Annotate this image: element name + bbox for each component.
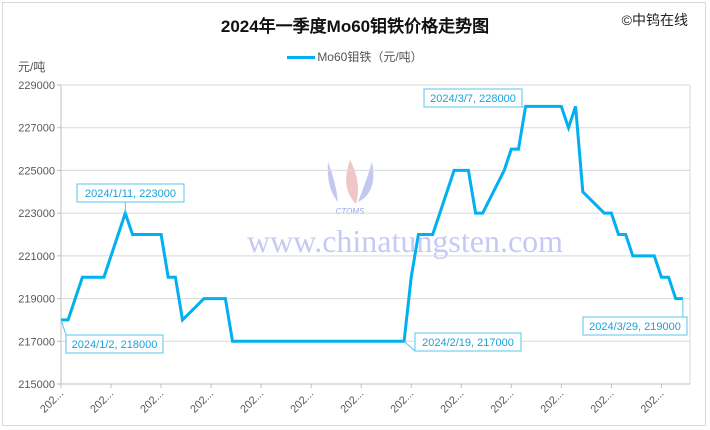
legend-swatch	[287, 56, 316, 60]
x-tick-label: 202...	[138, 388, 166, 416]
data-label-box	[423, 88, 523, 108]
x-tick-label: 202...	[539, 388, 567, 416]
chart-title: 2024年一季度Mo60钼铁价格走势图	[220, 17, 490, 36]
x-tick-label: 202...	[238, 388, 266, 416]
y-tick-label: 223000	[18, 208, 55, 220]
data-label-leader	[403, 340, 416, 352]
watermark-logo-text: CTOMS	[336, 207, 365, 216]
watermark-logo-right	[358, 162, 374, 202]
y-tick-label: 217000	[18, 336, 55, 348]
legend-label: Mo60钼铁（元/吨）	[317, 50, 423, 64]
x-tick-label: 202...	[338, 388, 366, 416]
data-label: 2024/3/29, 219000	[582, 298, 688, 336]
data-label: 2024/1/2, 218000	[60, 319, 164, 354]
chart-frame	[2, 2, 706, 426]
y-axis-label: 元/吨	[18, 60, 46, 74]
watermark-logo-left	[327, 162, 338, 202]
data-label: 2024/2/19, 217000	[403, 332, 522, 352]
data-label-text: 2024/2/19, 217000	[422, 337, 514, 349]
y-tick-label: 227000	[18, 123, 55, 135]
x-tick-label: 202...	[488, 388, 516, 416]
watermark-url: www.chinatungsten.com	[247, 223, 563, 259]
data-label-text: 2024/1/11, 223000	[85, 188, 176, 200]
copyright-text: ©中钨在线	[621, 12, 688, 28]
x-tick-label: 202...	[38, 388, 66, 416]
data-label: 2024/1/11, 223000	[76, 183, 185, 214]
x-tick-label: 202...	[88, 388, 116, 416]
data-label-text: 2024/3/7, 228000	[430, 93, 516, 105]
y-tick-label: 225000	[18, 165, 55, 177]
data-label: 2024/3/7, 228000	[423, 88, 526, 108]
data-label-box	[414, 332, 522, 352]
x-tick-label: 202...	[388, 388, 416, 416]
x-tick-label: 202...	[438, 388, 466, 416]
y-tick-label: 221000	[18, 251, 55, 263]
data-label-leader	[60, 319, 67, 336]
data-label-text: 2024/1/2, 218000	[72, 339, 158, 351]
data-label-text: 2024/3/29, 219000	[589, 321, 681, 333]
y-tick-label: 229000	[18, 80, 55, 92]
y-tick-label: 215000	[18, 379, 55, 391]
data-label-box	[65, 334, 164, 354]
data-label-box	[582, 316, 688, 336]
legend: Mo60钼铁（元/吨）	[0, 48, 710, 65]
watermark: CTOMS www.chinatungsten.com	[247, 160, 563, 259]
data-label-box	[76, 183, 185, 203]
x-tick-label: 202...	[589, 388, 617, 416]
x-tick-label: 202...	[288, 388, 316, 416]
x-tick-label: 202...	[188, 388, 216, 416]
y-tick-label: 219000	[18, 294, 55, 306]
x-tick-label: 202...	[639, 388, 667, 416]
watermark-logo-mid	[346, 160, 358, 204]
data-label-leader	[521, 105, 526, 108]
